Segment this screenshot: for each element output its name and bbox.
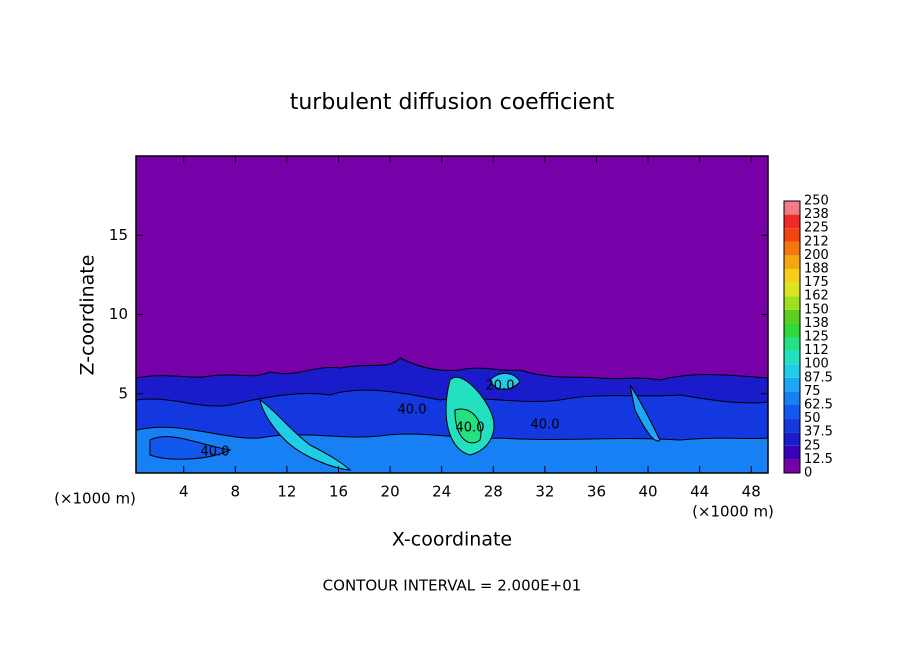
y-tick-label: 5 [118, 384, 128, 402]
y-tick-label: 10 [109, 305, 128, 323]
colorbar-swatch [784, 255, 800, 269]
contour-label: 40.0 [531, 418, 560, 433]
contour-label: 40.0 [201, 445, 230, 460]
colorbar-swatch [784, 269, 800, 283]
colorbar-label: 75 [804, 384, 821, 399]
colorbar-swatch [784, 405, 800, 419]
colorbar-label: 125 [804, 330, 829, 345]
colorbar-swatch [784, 350, 800, 365]
x-tick-label: 4 [179, 483, 189, 501]
colorbar-label: 212 [804, 234, 829, 249]
colorbar-swatch [784, 418, 800, 433]
field-region [454, 408, 482, 444]
colorbar-swatch [784, 337, 800, 351]
colorbar-swatch [784, 323, 800, 337]
field-region [149, 436, 232, 460]
colorbar-swatch [784, 432, 800, 446]
colorbar-frame [783, 200, 801, 474]
colorbar-label: 100 [804, 357, 829, 372]
colorbar-label: 50 [804, 411, 821, 426]
footer-note: CONTOUR INTERVAL = 2.000E+01 [323, 577, 582, 595]
x-tick-label: 24 [432, 483, 451, 501]
x-tick-label: 16 [329, 483, 348, 501]
contour-label: 40.0 [456, 421, 485, 436]
contour-label: 40.0 [398, 403, 427, 418]
colorbar-label: 25 [804, 438, 821, 453]
colorbar-swatch [784, 391, 800, 405]
colorbar-swatch [784, 364, 800, 378]
chart-title: turbulent diffusion coefficient [290, 90, 615, 115]
colorbar-swatch [784, 445, 800, 460]
colorbar-label: 62.5 [804, 398, 833, 413]
field-region [489, 373, 521, 390]
colorbar-label: 87.5 [804, 370, 833, 385]
colorbar-swatch [784, 228, 800, 242]
contour-label: 20.0 [486, 379, 515, 394]
plot-area: 40.0 40.0 40.0 40.0 20.0 [135, 155, 769, 474]
x-tick-label: 28 [484, 483, 503, 501]
field-region [629, 384, 661, 442]
colorbar-label: 162 [804, 289, 829, 304]
colorbar-label: 12.5 [804, 452, 833, 467]
x-tick-label: 36 [587, 483, 606, 501]
colorbar-swatch [784, 214, 800, 229]
colorbar-swatch [784, 296, 800, 310]
x-tick-label: 8 [231, 483, 241, 501]
colorbar-swatch [784, 377, 800, 392]
x-tick-label: 32 [535, 483, 554, 501]
colorbar-label: 250 [804, 194, 829, 209]
x-tick-label: 48 [742, 483, 761, 501]
colorbar-swatch [784, 459, 800, 473]
colorbar-label: 37.5 [804, 425, 833, 440]
colorbar-label: 225 [804, 221, 829, 236]
colorbar-swatch [784, 241, 800, 256]
colorbar-label: 112 [804, 343, 829, 358]
x-unit-label: (×1000 m) [54, 490, 136, 508]
field-region [259, 398, 352, 471]
colorbar-swatch [784, 282, 800, 297]
colorbar-swatch [784, 201, 800, 215]
x-tick-label: 40 [639, 483, 658, 501]
y-axis-label: Z-coordinate [77, 255, 99, 376]
colorbar-label: 238 [804, 207, 829, 222]
colorbar-label: 175 [804, 275, 829, 290]
colorbar-swatch [784, 309, 800, 324]
colorbar-label: 188 [804, 262, 829, 277]
x-tick-label: 12 [277, 483, 296, 501]
x-tick-label: 44 [690, 483, 709, 501]
x-tick-label: 20 [381, 483, 400, 501]
colorbar-label: 200 [804, 248, 829, 263]
colorbar-label: 0 [804, 466, 812, 481]
colorbar-label: 138 [804, 316, 829, 331]
x-axis-label: X-coordinate [392, 529, 512, 551]
colorbar-label: 150 [804, 302, 829, 317]
x-unit-label: (×1000 m) [692, 503, 774, 521]
y-tick-label: 15 [109, 226, 128, 244]
